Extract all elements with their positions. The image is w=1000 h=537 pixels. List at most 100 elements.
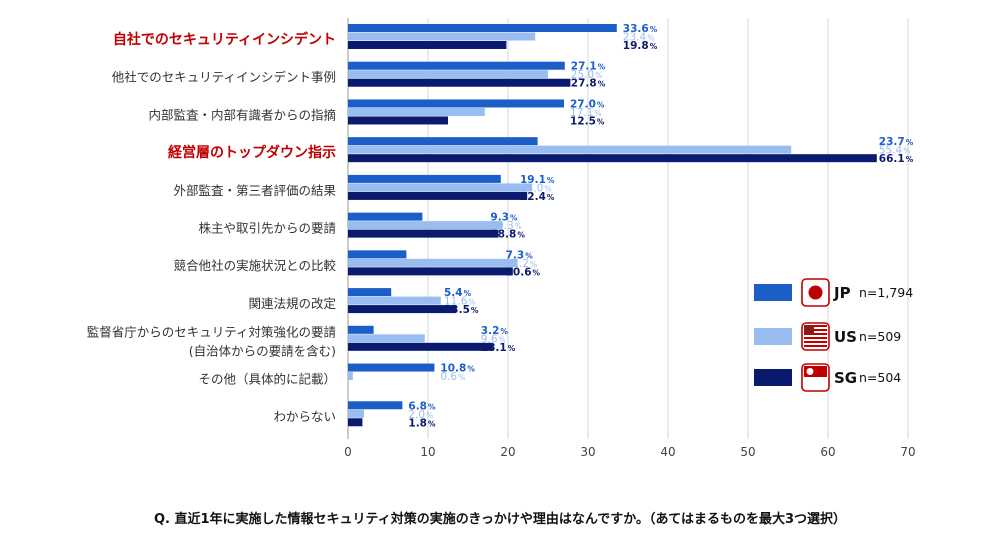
flag-us-stripe (804, 329, 827, 331)
bar-sg (348, 116, 448, 125)
data-label-jp: 6.8% (408, 400, 436, 412)
data-label-sg: 19.8% (623, 40, 658, 52)
data-label-us: 2.0% (408, 409, 433, 421)
data-label-sg: 22.4% (520, 191, 555, 203)
data-label-jp: 9.3% (490, 212, 518, 224)
legend-swatch-sg (754, 369, 792, 386)
data-label-jp: 19.1% (520, 174, 555, 186)
bar-jp (348, 24, 617, 32)
bar-sg (348, 154, 877, 163)
bar-us (348, 221, 503, 230)
legend-label-sg: SG (834, 369, 857, 387)
x-tick-label: 70 (900, 445, 915, 459)
bar-sg (348, 78, 571, 87)
data-label-sg: 18.1% (481, 342, 516, 354)
bar-sg (348, 305, 456, 314)
flag-us-stripe (804, 333, 827, 335)
flag-us-stripe (804, 325, 827, 327)
data-label-sg: 66.1% (879, 153, 914, 165)
legend-n-us: n=509 (859, 329, 901, 344)
category-label: 経営層のトップダウン指示 (168, 144, 336, 161)
grid-lines (347, 18, 909, 439)
bar-jp (348, 363, 435, 372)
data-label-sg: 18.8% (490, 229, 525, 241)
x-tick-label: 10 (420, 445, 435, 459)
data-label-jp: 27.0% (570, 98, 605, 110)
bar-jp (348, 61, 565, 70)
legend-swatch-jp (754, 284, 792, 301)
bar-sg (348, 267, 513, 276)
bar-us (348, 296, 441, 305)
data-label-jp: 10.8% (440, 363, 475, 375)
bar-sg (348, 229, 499, 238)
data-label-us: 11.6% (444, 296, 476, 308)
bar-us (348, 107, 485, 116)
data-label-sg: 12.5% (570, 115, 605, 127)
category-label: 関連法規の改定 (248, 296, 336, 311)
x-tick-label: 0 (344, 445, 352, 459)
bar-sg (348, 41, 507, 49)
bar-jp (348, 325, 374, 334)
data-label-us: 23.0% (520, 182, 552, 194)
x-tick-label: 50 (740, 445, 755, 459)
bar-us (348, 32, 536, 41)
category-label: 株主や取引先からの要請 (198, 221, 336, 236)
x-tick-label: 60 (820, 445, 835, 459)
legend-n-sg: n=504 (859, 370, 901, 385)
data-labels: 33.6%23.4%19.8% 27.1%25.0%27.8% 27.0%17.1%… (408, 23, 913, 429)
bar-us (348, 145, 792, 154)
bars (348, 24, 877, 427)
data-label-sg: 20.6% (506, 266, 541, 278)
data-label-us: 17.1% (570, 107, 602, 119)
bar-sg (348, 418, 363, 427)
flag-jp-disc (808, 285, 823, 300)
bar-jp (348, 212, 423, 221)
category-label: 競合他社の実施状況との比較 (174, 258, 337, 273)
data-label-us: 21.2% (506, 258, 538, 270)
legend-label-us: US (834, 328, 857, 346)
category-label: 他社でのセキュリティインシデント事例 (112, 70, 336, 85)
bar-sg (348, 191, 528, 200)
bar-us (348, 334, 425, 343)
data-label-sg: 27.8% (571, 78, 606, 90)
legend-swatch-us (754, 328, 792, 345)
data-label-jp: 7.3% (506, 249, 534, 261)
flag-us-canton (804, 325, 814, 335)
bar-us (348, 70, 548, 79)
category-labels: 自社でのセキュリティインシデント他社でのセキュリティインシデント事例内部監査・内… (87, 31, 337, 424)
category-label: その他（具体的に記載） (198, 371, 336, 386)
flag-us-stripe (804, 345, 827, 347)
category-label: わからない (273, 409, 336, 424)
bar-jp (348, 250, 407, 259)
bar-sg (348, 342, 493, 351)
bar-jp (348, 137, 538, 146)
data-label-us: 23.4% (623, 32, 655, 44)
legend-label-jp: JP (833, 284, 851, 302)
flag-us-stripe (804, 337, 827, 339)
bar-us (348, 372, 353, 381)
data-label-us: 19.3% (490, 220, 522, 232)
data-label-jp: 33.6% (623, 23, 658, 35)
bar-us (348, 258, 518, 267)
x-axis-ticks: 0 10 20 30 40 50 60 70 (344, 445, 915, 459)
flag-sg-top (804, 366, 827, 377)
x-tick-label: 30 (580, 445, 595, 459)
data-label-us: 25.0% (571, 69, 603, 81)
category-label: 内部監査・内部有識者からの指摘 (148, 107, 336, 122)
category-label: 監督省庁からのセキュリティ対策強化の要請 (87, 325, 336, 340)
bar-jp (348, 99, 564, 108)
flag-us-stripe (804, 341, 827, 343)
x-tick-label: 20 (500, 445, 515, 459)
question-footnote: Q. 直近1年に実施した情報セキュリティ対策の実施のきっかけや理由はなんですか。… (154, 512, 846, 527)
bar-jp (348, 174, 501, 183)
data-label-sg: 13.5% (444, 304, 479, 316)
flag-sg-crescent (806, 368, 814, 375)
bar-us (348, 183, 532, 192)
category-label: (自治体からの要請を含む) (189, 344, 336, 359)
data-label-jp: 3.2% (481, 325, 509, 337)
category-label: 外部監査・第三者評価の結果 (173, 183, 336, 198)
x-tick-label: 40 (660, 445, 675, 459)
legend: JP n=1,794 US n=509 SG n=504 (754, 278, 913, 392)
data-label-us: 0.6% (440, 371, 465, 383)
